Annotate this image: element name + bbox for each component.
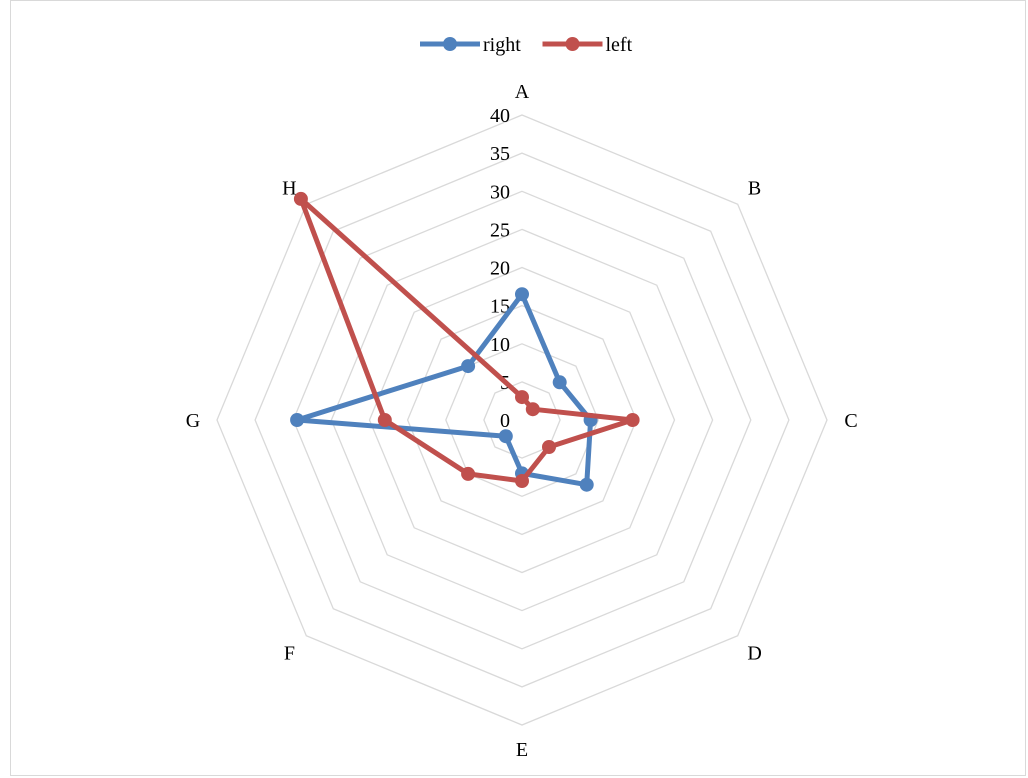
- legend-marker: [565, 37, 580, 51]
- legend-label: right: [483, 34, 521, 56]
- data-point: [552, 375, 567, 390]
- radial-tick-label: 40: [490, 105, 510, 127]
- data-point: [515, 390, 529, 405]
- category-label: B: [748, 177, 761, 199]
- radial-tick-label: 25: [490, 219, 510, 241]
- category-label: H: [282, 177, 296, 199]
- category-label: C: [844, 410, 857, 432]
- series-line: [298, 196, 636, 484]
- data-point: [579, 477, 594, 492]
- data-point: [293, 191, 308, 206]
- data-point: [461, 466, 476, 481]
- data-point: [498, 429, 513, 444]
- data-point: [525, 402, 540, 417]
- grid-ring: [216, 114, 828, 726]
- radial-tick-label: 20: [490, 258, 510, 280]
- category-label: D: [747, 643, 761, 665]
- category-labels: A B C D E F G H: [186, 81, 858, 761]
- data-point: [515, 287, 529, 302]
- radial-tick-label: 10: [490, 334, 510, 356]
- legend[interactable]: right left: [420, 34, 633, 56]
- radial-tick-label: 35: [490, 143, 510, 165]
- category-label: F: [284, 643, 295, 665]
- legend-label: left: [606, 34, 633, 56]
- legend-item-right[interactable]: right: [420, 34, 521, 56]
- grid-ring: [254, 152, 790, 688]
- radial-tick-label: 0: [500, 410, 510, 432]
- category-label: E: [516, 739, 528, 761]
- data-point: [542, 440, 556, 454]
- data-point: [625, 413, 640, 427]
- data-point: [377, 413, 392, 427]
- series-left: [293, 191, 640, 488]
- series-layer: [290, 191, 640, 492]
- data-point: [290, 413, 305, 427]
- grid-ring: [292, 190, 752, 650]
- grid-layer: [216, 114, 828, 726]
- grid-ring: [330, 228, 714, 612]
- category-label: G: [186, 410, 200, 432]
- data-point: [461, 359, 476, 374]
- data-point: [515, 474, 529, 488]
- series-right: [290, 287, 598, 492]
- grid-ring: [406, 304, 638, 536]
- grid-ring: [483, 381, 561, 459]
- radial-tick-label: 15: [490, 296, 510, 318]
- radial-tick-label: 30: [490, 181, 510, 203]
- legend-marker: [443, 37, 457, 51]
- grid-ring: [445, 343, 600, 498]
- legend-item-left[interactable]: left: [542, 34, 633, 56]
- grid-ring: [368, 266, 676, 574]
- category-label: A: [515, 81, 530, 103]
